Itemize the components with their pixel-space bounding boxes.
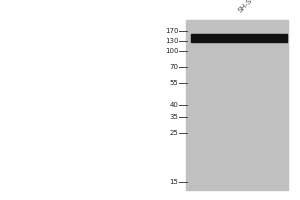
- Text: 40: 40: [169, 102, 178, 108]
- Text: 55: 55: [170, 80, 178, 86]
- Text: 100: 100: [165, 48, 178, 54]
- Text: 170: 170: [165, 28, 178, 34]
- Bar: [186, 20, 288, 190]
- Text: 130: 130: [165, 38, 178, 44]
- Text: 15: 15: [169, 179, 178, 185]
- Text: 35: 35: [169, 114, 178, 120]
- Bar: [190, 34, 286, 42]
- Text: 25: 25: [170, 130, 178, 136]
- Text: SH-SY5Y: SH-SY5Y: [237, 0, 263, 14]
- Text: 70: 70: [169, 64, 178, 70]
